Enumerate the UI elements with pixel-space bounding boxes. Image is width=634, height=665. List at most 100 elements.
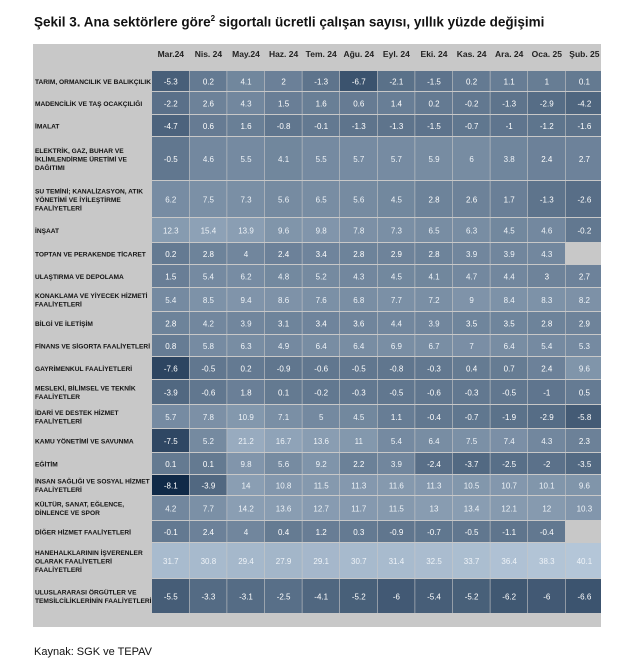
- cell-value: 21.2: [238, 437, 254, 446]
- heatmap-cell: [340, 453, 377, 474]
- row-label: BİLGİ VE İLETİŞİM: [35, 320, 93, 328]
- heatmap-cell: [189, 265, 227, 287]
- cell-value: 16.7: [276, 437, 292, 446]
- cell-value: -3.5: [578, 460, 592, 469]
- heatmap-cell: [565, 429, 601, 452]
- column-header: May.24: [232, 49, 260, 59]
- heatmap-cell: [340, 243, 377, 264]
- heatmap-cell: [227, 579, 265, 613]
- cell-value: 6.2: [165, 196, 177, 205]
- cell-value: -0.7: [465, 122, 479, 131]
- heatmap-cell: [377, 543, 415, 578]
- cell-value: -2.6: [578, 196, 592, 205]
- cell-value: 5.9: [428, 155, 440, 164]
- heatmap-cell: [227, 357, 265, 379]
- heatmap-panel: Mar.24 Nis. 24 May.24 Haz. 24 Tem. 24 Ağu. 24…: [33, 44, 601, 627]
- heatmap-cell: [340, 380, 377, 404]
- heatmap-cell: [227, 453, 265, 474]
- cell-value: 36.4: [501, 557, 517, 566]
- cell-value: -4.1: [314, 593, 328, 602]
- heatmap-cell: [565, 475, 601, 495]
- cell-value: 11.3: [427, 482, 443, 491]
- row-label-line: HANEHALKLARININ İŞVERENLER: [35, 549, 143, 557]
- heatmap-cell: [152, 380, 189, 404]
- row-label: İMALAT: [35, 122, 59, 130]
- cell-value: 7: [469, 342, 474, 351]
- heatmap-cell: [490, 521, 528, 542]
- row-label-line: İNŞAAT: [35, 227, 59, 235]
- cell-value: 5.2: [316, 273, 328, 282]
- heatmap-cell: [377, 265, 415, 287]
- heatmap-cell: [340, 543, 377, 578]
- heatmap-cell: [302, 543, 340, 578]
- heatmap-cell: [377, 521, 415, 542]
- heatmap-cell: [340, 265, 377, 287]
- cell-value: 0.3: [353, 528, 365, 537]
- cell-value: 1.8: [240, 389, 252, 398]
- column-header: Oca. 25: [532, 49, 563, 59]
- row-label-line: FAALİYETLERİ: [35, 301, 82, 309]
- heatmap-cell: [189, 137, 227, 180]
- row-label: ELEKTRİK, GAZ, BUHAR VE İKLİMLENDİRME ÜRE…: [35, 147, 128, 172]
- heatmap-cell: [189, 521, 227, 542]
- heatmap-cell: [227, 288, 265, 311]
- heatmap-cell: [227, 137, 265, 180]
- cell-value: 2.9: [391, 250, 403, 259]
- cell-value: -0.7: [465, 413, 479, 422]
- heatmap-cell: [227, 218, 265, 242]
- heatmap-cell: [528, 380, 565, 404]
- heatmap-cell: [565, 357, 601, 379]
- heatmap-cell: [528, 405, 565, 428]
- heatmap-cell: [189, 453, 227, 474]
- cell-value: 9.4: [240, 296, 252, 305]
- cell-value: 1.5: [165, 273, 177, 282]
- cell-value: -6: [543, 593, 551, 602]
- heatmap-cell: [528, 429, 565, 452]
- cell-value: 12: [542, 505, 551, 514]
- heatmap-cell: [340, 115, 377, 136]
- heatmap-cell: [528, 335, 565, 356]
- heatmap-cell: [377, 357, 415, 379]
- heatmap-cell: [565, 218, 601, 242]
- heatmap-cell: [340, 405, 377, 428]
- heatmap-cell: [415, 181, 453, 217]
- cell-value: 6.4: [316, 342, 328, 351]
- cell-value: 4.7: [466, 273, 478, 282]
- cell-value: -1.3: [314, 78, 328, 87]
- column-header: Ara. 24: [495, 49, 524, 59]
- cell-value: 5.3: [579, 342, 591, 351]
- row-label-line: KONAKLAMA VE YİYECEK HİZMETİ: [35, 292, 148, 300]
- heatmap-cell: [415, 218, 453, 242]
- heatmap-cell: [377, 429, 415, 452]
- heatmap-cell: [340, 475, 377, 495]
- heatmap-cell: [152, 405, 189, 428]
- heatmap-cell: [264, 380, 302, 404]
- heatmap-cell: [264, 475, 302, 495]
- cell-value: 7.4: [504, 437, 516, 446]
- cell-value: -2.9: [540, 413, 554, 422]
- cell-value: 13.6: [276, 505, 292, 514]
- heatmap-cell: [377, 475, 415, 495]
- heatmap-cell: [189, 288, 227, 311]
- heatmap-cell: [528, 137, 565, 180]
- cell-value: -1: [506, 122, 514, 131]
- cell-value: 30.7: [351, 557, 367, 566]
- cell-value: 9.6: [579, 482, 591, 491]
- row-label-line: BİLGİ VE İLETİŞİM: [35, 320, 93, 328]
- cell-value: 30.8: [201, 557, 217, 566]
- heatmap-cell: [415, 579, 453, 613]
- heatmap-cell: [565, 137, 601, 180]
- row-label-line: OLARAK FAALİYETLERİ: [35, 557, 112, 565]
- cell-value: -0.3: [352, 389, 366, 398]
- heatmap-cell: [189, 543, 227, 578]
- heatmap-cell: [452, 357, 490, 379]
- heatmap-cell: [152, 543, 189, 578]
- heatmap-cell: [415, 405, 453, 428]
- heatmap-cell: [415, 475, 453, 495]
- heatmap-cell: [264, 92, 302, 114]
- heatmap-cell: [152, 181, 189, 217]
- column-header: Mar.24: [158, 49, 185, 59]
- cell-value: 4.3: [353, 273, 365, 282]
- heatmap-cell: [377, 405, 415, 428]
- cell-value: -4.2: [578, 100, 592, 109]
